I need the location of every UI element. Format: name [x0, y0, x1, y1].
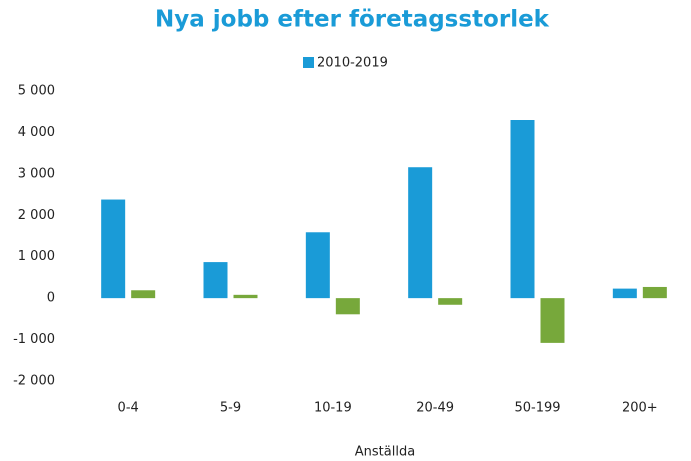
- y-tick-label: 5 000: [18, 84, 55, 99]
- bar: [305, 232, 330, 299]
- chart-title: Nya jobb efter företagsstorlek: [155, 7, 550, 33]
- x-tick-label: 5-9: [220, 401, 241, 416]
- bar: [438, 298, 463, 305]
- y-tick-label: -1 000: [13, 332, 55, 347]
- y-tick-label: 4 000: [18, 125, 55, 140]
- y-tick-label: -2 000: [13, 374, 55, 389]
- bar: [612, 288, 637, 299]
- x-tick-label: 200+: [622, 401, 658, 416]
- bar: [540, 298, 565, 343]
- y-tick-label: 3 000: [18, 166, 55, 181]
- legend-label: 2010-2019: [317, 56, 388, 71]
- legend-swatch: [303, 57, 314, 68]
- bar: [203, 262, 228, 299]
- y-tick-label: 0: [47, 291, 55, 306]
- x-tick-label: 10-19: [314, 401, 352, 416]
- bar: [233, 294, 258, 299]
- bar: [131, 290, 156, 299]
- y-tick-label: 1 000: [18, 249, 55, 264]
- bar: [642, 286, 667, 299]
- x-axis-label: Anställda: [355, 445, 415, 460]
- x-tick-label: 50-199: [514, 401, 560, 416]
- x-tick-label: 0-4: [118, 401, 139, 416]
- y-tick-label: 2 000: [18, 208, 55, 223]
- bar: [101, 199, 126, 299]
- x-tick-label: 20-49: [416, 401, 454, 416]
- bar: [335, 298, 360, 315]
- bar: [408, 167, 433, 299]
- bar: [510, 120, 535, 299]
